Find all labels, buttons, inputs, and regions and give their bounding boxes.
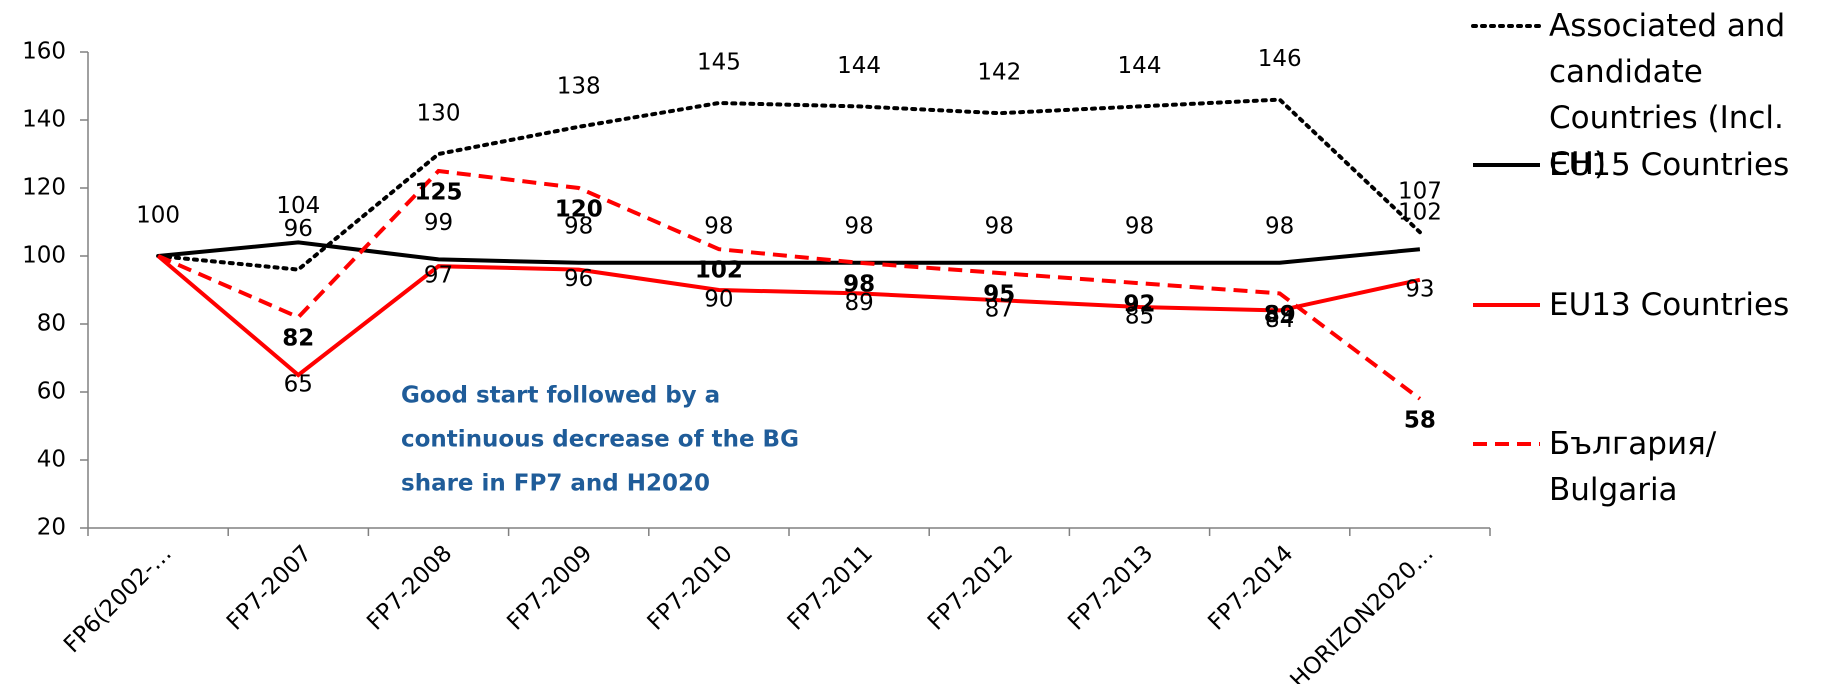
data-label: 125 — [414, 180, 462, 206]
legend-label: Associated and candidate Countries (Incl… — [1549, 8, 1786, 182]
data-label: 102 — [695, 258, 743, 284]
data-label: 97 — [424, 263, 453, 289]
legend-label: EU15 Countries — [1549, 147, 1790, 183]
x-tick-label: FP7-2011 — [783, 540, 878, 635]
data-label: 82 — [282, 326, 314, 352]
data-label: 99 — [424, 210, 453, 236]
series-line — [157, 240, 1421, 265]
data-label: 100 — [136, 203, 180, 229]
data-label: 65 — [284, 372, 313, 398]
data-label: 90 — [704, 287, 733, 313]
legend-label: България/ Bulgaria — [1549, 426, 1717, 508]
x-tick-label: FP6(2002-… — [59, 540, 177, 658]
y-tick-label: 20 — [37, 515, 66, 541]
x-tick-label: FP7-2009 — [502, 540, 597, 635]
y-tick-label: 60 — [37, 379, 66, 405]
annotation: Good start followed by a — [401, 383, 720, 409]
data-label: 120 — [555, 197, 603, 223]
x-tick-label: FP7-2012 — [923, 540, 1018, 635]
data-label: 146 — [1258, 46, 1302, 72]
y-tick-label: 40 — [37, 447, 66, 473]
y-tick-label: 160 — [22, 39, 66, 65]
data-label: 130 — [417, 101, 461, 127]
data-label: 95 — [983, 282, 1015, 308]
data-label: 144 — [1118, 53, 1162, 79]
series-line — [156, 97, 1422, 272]
data-label: 84 — [1265, 307, 1294, 333]
data-label: 96 — [284, 216, 313, 242]
x-tick-label: FP7-2013 — [1063, 540, 1158, 635]
data-label: 89 — [1264, 302, 1296, 328]
data-label: 144 — [837, 53, 881, 79]
x-tick-label: HORIZON2020… — [1285, 540, 1438, 684]
x-tick-label: FP7-2008 — [362, 540, 457, 635]
data-label: 96 — [564, 266, 593, 292]
data-label: 98 — [1125, 213, 1154, 239]
legend-label: EU13 Countries — [1549, 287, 1790, 323]
x-tick-label: FP7-2010 — [643, 540, 738, 635]
annotation: share in FP7 and H2020 — [401, 471, 710, 497]
x-tick-label: FP7-2007 — [222, 540, 317, 635]
data-label: 102 — [1398, 200, 1442, 226]
y-tick-label: 80 — [37, 311, 66, 337]
y-tick-label: 120 — [22, 175, 66, 201]
data-label: 85 — [1125, 304, 1154, 330]
series-line — [157, 168, 1422, 401]
data-label: 145 — [697, 50, 741, 76]
data-label: 98 — [704, 213, 733, 239]
data-label: 92 — [1123, 292, 1155, 318]
data-label: 98 — [843, 271, 875, 297]
data-label: 98 — [844, 213, 873, 239]
annotation: continuous decrease of the BG — [401, 427, 799, 453]
data-label: 142 — [977, 60, 1021, 86]
data-label: 93 — [1405, 276, 1434, 302]
data-label: 104 — [276, 193, 320, 219]
data-label: 107 — [1398, 179, 1442, 205]
data-label: 98 — [985, 213, 1014, 239]
data-label: 138 — [557, 73, 601, 99]
y-tick-label: 140 — [22, 107, 66, 133]
x-tick-label: FP7-2014 — [1203, 540, 1298, 635]
data-label: 89 — [844, 290, 873, 316]
data-label: 87 — [985, 297, 1014, 323]
data-label: 98 — [564, 213, 593, 239]
series-line — [156, 254, 1421, 378]
data-label: 98 — [1265, 213, 1294, 239]
y-tick-label: 100 — [22, 243, 66, 269]
data-label: 58 — [1404, 407, 1436, 433]
